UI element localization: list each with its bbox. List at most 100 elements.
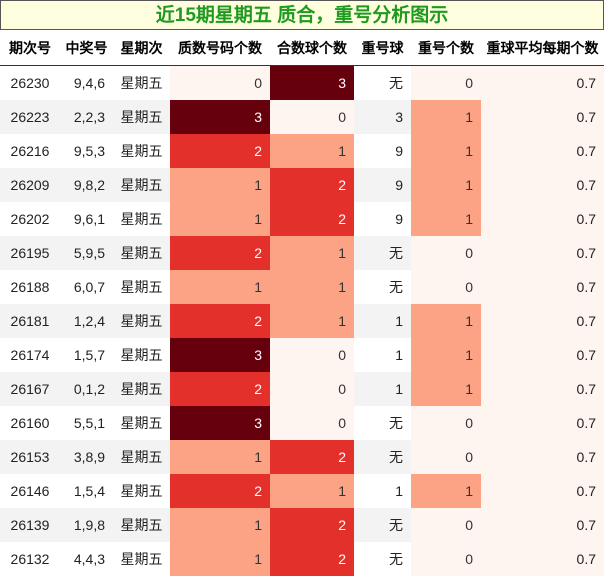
cell-repeat-average: 0.7: [481, 508, 604, 542]
cell-repeat-count: 0: [411, 65, 481, 100]
cell-prime-count: 2: [170, 134, 270, 168]
cell-prime-count: 2: [170, 236, 270, 270]
cell-repeat-ball: 9: [354, 168, 411, 202]
cell-prime-count: 1: [170, 542, 270, 576]
header-repeat-average: 重球平均每期个数: [481, 30, 604, 66]
cell-repeat-ball: 无: [354, 440, 411, 474]
cell-repeat-ball: 无: [354, 508, 411, 542]
cell-weekday: 星期五: [113, 304, 170, 338]
cell-repeat-ball: 1: [354, 304, 411, 338]
cell-repeat-ball: 1: [354, 372, 411, 406]
cell-issue: 26160: [0, 406, 60, 440]
cell-numbers: 5,5,1: [60, 406, 113, 440]
table-row: 26160 5,5,1 星期五 3 0 无 0 0.7: [0, 406, 604, 440]
cell-issue: 26188: [0, 270, 60, 304]
table-row: 26146 1,5,4 星期五 2 1 1 1 0.7: [0, 474, 604, 508]
cell-numbers: 1,5,7: [60, 338, 113, 372]
cell-weekday: 星期五: [113, 338, 170, 372]
cell-composite-count: 1: [270, 236, 354, 270]
cell-prime-count: 3: [170, 338, 270, 372]
table-row: 26132 4,4,3 星期五 1 2 无 0 0.7: [0, 542, 604, 576]
cell-numbers: 9,5,3: [60, 134, 113, 168]
cell-weekday: 星期五: [113, 440, 170, 474]
cell-prime-count: 1: [170, 168, 270, 202]
table-row: 26209 9,8,2 星期五 1 2 9 1 0.7: [0, 168, 604, 202]
cell-repeat-count: 0: [411, 236, 481, 270]
cell-repeat-count: 1: [411, 338, 481, 372]
cell-repeat-average: 0.7: [481, 270, 604, 304]
header-row: 期次号 中奖号 星期次 质数号码个数 合数球个数 重号球 重号个数 重球平均每期…: [0, 30, 604, 66]
header-composite-count: 合数球个数: [270, 30, 354, 66]
header-repeat-ball: 重号球: [354, 30, 411, 66]
cell-repeat-average: 0.7: [481, 236, 604, 270]
cell-issue: 26174: [0, 338, 60, 372]
cell-composite-count: 1: [270, 270, 354, 304]
cell-weekday: 星期五: [113, 168, 170, 202]
cell-repeat-average: 0.7: [481, 168, 604, 202]
cell-repeat-ball: 无: [354, 406, 411, 440]
cell-prime-count: 1: [170, 508, 270, 542]
table-row: 26188 6,0,7 星期五 1 1 无 0 0.7: [0, 270, 604, 304]
cell-prime-count: 2: [170, 372, 270, 406]
cell-issue: 26181: [0, 304, 60, 338]
cell-numbers: 0,1,2: [60, 372, 113, 406]
cell-composite-count: 2: [270, 440, 354, 474]
table-row: 26223 2,2,3 星期五 3 0 3 1 0.7: [0, 100, 604, 134]
cell-composite-count: 2: [270, 168, 354, 202]
cell-repeat-ball: 无: [354, 236, 411, 270]
cell-repeat-average: 0.7: [481, 338, 604, 372]
cell-repeat-count: 1: [411, 304, 481, 338]
cell-composite-count: 0: [270, 372, 354, 406]
cell-repeat-count: 1: [411, 372, 481, 406]
cell-composite-count: 0: [270, 406, 354, 440]
cell-numbers: 3,8,9: [60, 440, 113, 474]
cell-repeat-ball: 无: [354, 270, 411, 304]
cell-prime-count: 2: [170, 474, 270, 508]
cell-repeat-ball: 9: [354, 134, 411, 168]
cell-repeat-ball: 1: [354, 474, 411, 508]
cell-numbers: 4,4,3: [60, 542, 113, 576]
cell-issue: 26230: [0, 65, 60, 100]
cell-composite-count: 0: [270, 338, 354, 372]
cell-numbers: 1,9,8: [60, 508, 113, 542]
cell-numbers: 1,5,4: [60, 474, 113, 508]
cell-repeat-average: 0.7: [481, 406, 604, 440]
table-title: 近15期星期五 质合，重号分析图示: [0, 0, 604, 30]
cell-repeat-count: 1: [411, 134, 481, 168]
cell-prime-count: 1: [170, 202, 270, 236]
cell-issue: 26195: [0, 236, 60, 270]
cell-repeat-average: 0.7: [481, 542, 604, 576]
table-row: 26216 9,5,3 星期五 2 1 9 1 0.7: [0, 134, 604, 168]
cell-issue: 26202: [0, 202, 60, 236]
cell-repeat-average: 0.7: [481, 372, 604, 406]
cell-repeat-count: 1: [411, 100, 481, 134]
header-repeat-count: 重号个数: [411, 30, 481, 66]
cell-repeat-average: 0.7: [481, 65, 604, 100]
cell-composite-count: 2: [270, 542, 354, 576]
table-body: 26230 9,4,6 星期五 0 3 无 0 0.7 26223 2,2,3 星期五 3 0 3 1 0.7…: [0, 65, 604, 576]
cell-issue: 26209: [0, 168, 60, 202]
cell-repeat-count: 0: [411, 270, 481, 304]
cell-composite-count: 3: [270, 65, 354, 100]
cell-prime-count: 2: [170, 304, 270, 338]
cell-weekday: 星期五: [113, 508, 170, 542]
cell-repeat-average: 0.7: [481, 440, 604, 474]
cell-weekday: 星期五: [113, 406, 170, 440]
cell-repeat-ball: 1: [354, 338, 411, 372]
cell-composite-count: 2: [270, 202, 354, 236]
cell-prime-count: 3: [170, 406, 270, 440]
cell-composite-count: 2: [270, 508, 354, 542]
cell-repeat-average: 0.7: [481, 100, 604, 134]
table-row: 26230 9,4,6 星期五 0 3 无 0 0.7: [0, 65, 604, 100]
cell-issue: 26167: [0, 372, 60, 406]
cell-prime-count: 0: [170, 65, 270, 100]
table-row: 26167 0,1,2 星期五 2 0 1 1 0.7: [0, 372, 604, 406]
table-row: 26139 1,9,8 星期五 1 2 无 0 0.7: [0, 508, 604, 542]
header-weekday: 星期次: [113, 30, 170, 66]
cell-numbers: 9,6,1: [60, 202, 113, 236]
cell-repeat-average: 0.7: [481, 304, 604, 338]
cell-composite-count: 1: [270, 304, 354, 338]
cell-weekday: 星期五: [113, 372, 170, 406]
cell-repeat-count: 1: [411, 168, 481, 202]
cell-weekday: 星期五: [113, 202, 170, 236]
